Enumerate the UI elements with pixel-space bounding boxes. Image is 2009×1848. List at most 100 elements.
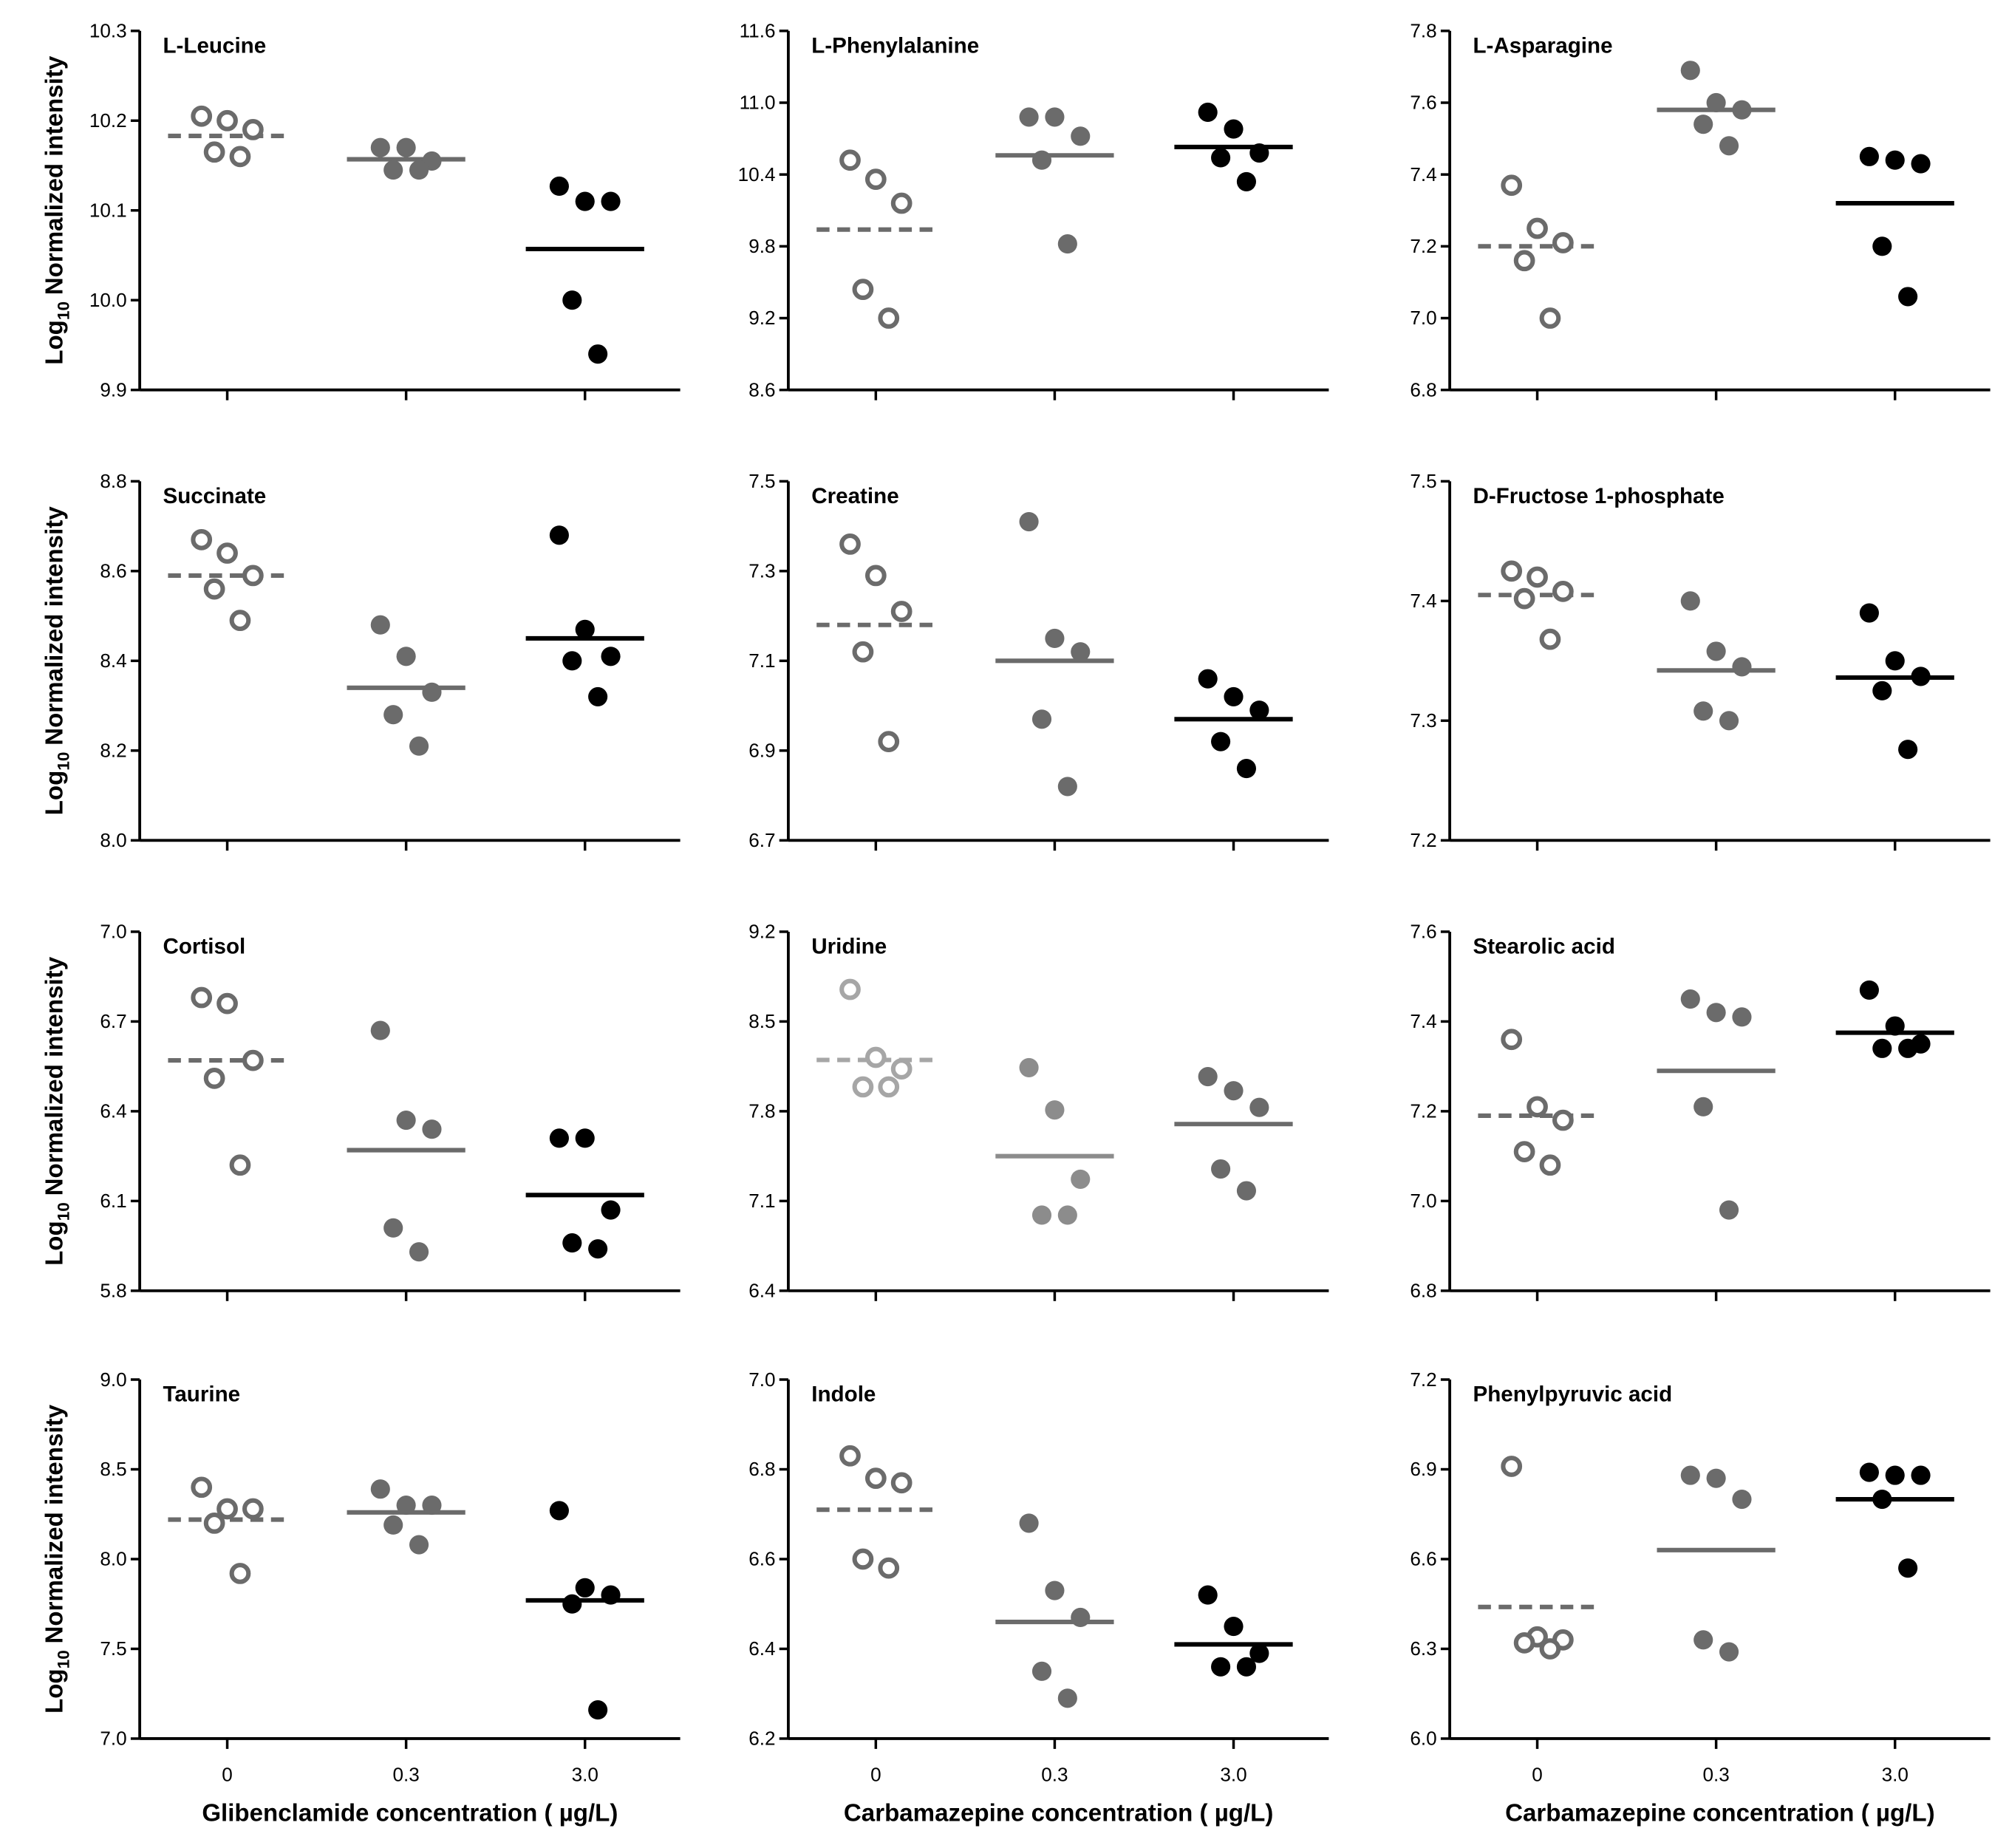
- data-point: [1539, 1638, 1561, 1660]
- panel: 6.8 7.0 7.2 7.4 7.6 Stearolic acid: [1410, 921, 1991, 1302]
- data-point: [1527, 1096, 1548, 1118]
- x-tick-label: 3.0: [1220, 1763, 1246, 1785]
- data-point: [864, 168, 887, 191]
- data-point: [396, 1110, 416, 1131]
- y-label-text: Normalized intensity: [41, 1404, 69, 1643]
- data-point: [422, 1119, 442, 1139]
- data-point: [1513, 1141, 1535, 1162]
- data-point: [1019, 107, 1039, 127]
- data-point: [1211, 148, 1231, 168]
- panel: 8.0 8.2 8.4 8.6 8.8 Succinate Log10 Normalized …: [41, 470, 681, 851]
- x-tick-label: 0.3: [1041, 1763, 1068, 1785]
- y-tick-label: 10.0: [89, 289, 127, 311]
- data-point: [588, 1239, 608, 1259]
- x-tick-label: 3.0: [572, 1763, 598, 1785]
- data-point: [1045, 107, 1065, 127]
- data-point: [1198, 1066, 1218, 1087]
- data-point: [1224, 119, 1244, 139]
- data-point: [1552, 581, 1574, 602]
- data-point: [878, 1076, 900, 1098]
- x-tick-label: 0.3: [1702, 1763, 1729, 1785]
- data-point: [1198, 669, 1218, 689]
- panel: 8.6 9.2 9.8 10.4 11.0 11.6 L-Phenylalanine: [738, 20, 1329, 400]
- panel-title: Taurine: [163, 1382, 240, 1407]
- y-tick-label: 8.5: [100, 1458, 126, 1480]
- y-tick-label: 6.6: [748, 1548, 775, 1570]
- data-point: [370, 137, 390, 157]
- y-tick-label: 8.6: [748, 378, 775, 400]
- y-tick-label: 8.5: [748, 1010, 775, 1032]
- y-axis-label: Log10 Normalized intensity: [41, 956, 73, 1266]
- data-point: [588, 686, 608, 706]
- data-point: [409, 736, 429, 756]
- data-point: [1898, 1038, 1918, 1058]
- data-point: [1501, 1456, 1523, 1477]
- data-point: [1694, 1097, 1713, 1116]
- y-label-subscript: 10: [54, 1650, 72, 1668]
- data-point: [370, 615, 390, 635]
- y-label-subscript: 10: [54, 752, 72, 771]
- data-point: [422, 682, 442, 702]
- data-point: [229, 146, 251, 168]
- data-point: [601, 647, 621, 666]
- data-point: [549, 1501, 569, 1521]
- data-point: [1885, 651, 1905, 671]
- y-tick-label: 6.6: [1410, 1548, 1436, 1570]
- data-point: [852, 1548, 874, 1570]
- data-point: [878, 307, 900, 329]
- data-point: [1249, 143, 1269, 163]
- y-tick-label: 7.6: [1410, 92, 1436, 114]
- panel: 6.2 6.4 6.6 6.8 7.0 Indole 0 0.3 3.0 Carbamazepin…: [748, 1368, 1329, 1827]
- data-point: [1071, 126, 1091, 146]
- y-label-subscript: 10: [54, 301, 72, 320]
- y-tick-label: 9.0: [100, 1368, 126, 1391]
- y-tick-label: 9.2: [748, 307, 775, 329]
- data-point: [575, 619, 595, 639]
- panel-title: Indole: [811, 1382, 876, 1407]
- data-point: [1732, 100, 1752, 120]
- data-point: [203, 578, 225, 600]
- data-point: [1236, 759, 1256, 779]
- data-point: [852, 641, 874, 663]
- y-tick-label: 11.0: [740, 92, 776, 114]
- data-point: [890, 601, 913, 622]
- data-point: [1732, 657, 1752, 677]
- x-tick-label: 0.3: [392, 1763, 419, 1785]
- data-point: [588, 1700, 608, 1720]
- y-tick-label: 7.3: [748, 560, 775, 582]
- panel: 7.0 7.5 8.0 8.5 9.0 Taurine 0 0.3 3.0 Glibenclami…: [41, 1368, 681, 1827]
- y-tick-label: 7.2: [1410, 235, 1436, 257]
- data-point: [1236, 171, 1256, 191]
- data-point: [601, 191, 621, 211]
- x-tick-label: 0: [222, 1763, 233, 1785]
- data-point: [203, 141, 225, 163]
- y-tick-label: 8.2: [100, 740, 126, 762]
- panel-title: Creatine: [811, 484, 898, 508]
- data-point: [839, 1445, 861, 1467]
- data-point: [864, 565, 887, 587]
- data-point: [1552, 1109, 1574, 1131]
- data-point: [1694, 1630, 1713, 1650]
- data-point: [1552, 232, 1574, 253]
- y-tick-label: 7.5: [1410, 470, 1436, 492]
- data-point: [191, 986, 213, 1009]
- y-axis-label: Log10 Normalized intensity: [41, 1404, 73, 1714]
- data-point: [1045, 628, 1065, 649]
- data-point: [549, 525, 569, 545]
- data-point: [549, 1128, 569, 1148]
- data-point: [229, 1154, 251, 1176]
- data-point: [1539, 307, 1561, 329]
- data-point: [409, 160, 429, 180]
- data-point: [383, 705, 403, 725]
- panel: 5.8 6.1 6.4 6.7 7.0 Cortisol Log10 Normalized i…: [41, 921, 681, 1302]
- data-point: [1513, 587, 1535, 610]
- data-point: [1732, 1489, 1752, 1510]
- y-tick-label: 7.5: [748, 470, 775, 492]
- panel-title: Cortisol: [163, 935, 245, 959]
- data-point: [409, 1242, 429, 1262]
- data-point: [1706, 92, 1726, 113]
- y-tick-label: 6.7: [100, 1010, 126, 1032]
- data-point: [1045, 1581, 1065, 1600]
- panel: 9.9 10.0 10.1 10.2 10.3 L-Leucine Log10 Normali…: [41, 20, 681, 400]
